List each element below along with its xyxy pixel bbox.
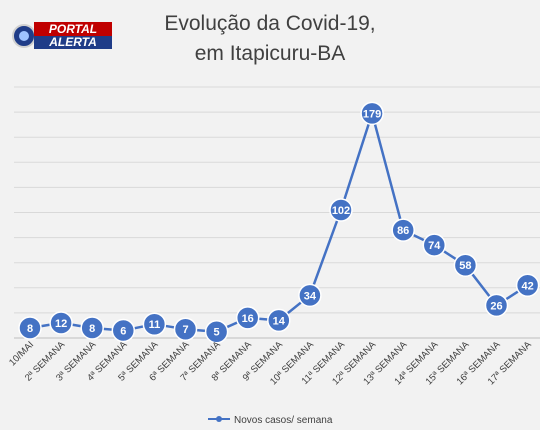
data-point	[329, 198, 353, 222]
data-point	[142, 312, 167, 336]
data-point	[515, 273, 540, 298]
series-line-layer	[29, 112, 529, 333]
data-point	[391, 218, 415, 242]
data-point	[422, 233, 447, 257]
portal-alerta-logo: PORTAL ALERTA	[12, 22, 112, 49]
data-label: 12	[55, 318, 67, 330]
data-label: 7	[182, 324, 188, 336]
data-label: 16	[242, 313, 254, 325]
data-point	[453, 253, 478, 277]
logo-line2: ALERTA	[48, 35, 97, 49]
logo-line1: PORTAL	[49, 22, 97, 36]
data-label: 42	[521, 280, 533, 292]
data-label: 26	[490, 300, 502, 312]
data-point	[360, 101, 384, 126]
x-tick-label: 10/MAI	[7, 339, 36, 368]
gridlines	[14, 86, 540, 339]
data-label: 34	[304, 290, 317, 302]
legend-marker-icon	[216, 416, 222, 422]
data-point	[235, 306, 260, 330]
chart-title: Evolução da Covid-19,	[164, 12, 375, 35]
data-point	[80, 316, 104, 340]
chart-subtitle: em Itapicuru-BA	[195, 42, 346, 65]
data-point	[173, 317, 198, 341]
data-label: 74	[428, 240, 441, 252]
data-point	[204, 319, 229, 344]
legend-series-label: Novos casos/ semana	[234, 415, 333, 426]
data-label: 179	[363, 108, 381, 120]
data-label: 6	[120, 325, 126, 337]
data-label: 8	[89, 323, 95, 335]
data-label: 58	[459, 260, 471, 272]
data-label: 5	[214, 327, 220, 339]
data-point	[111, 318, 136, 343]
data-label: 11	[149, 319, 161, 331]
data-point	[484, 293, 509, 318]
data-label: 14	[273, 315, 286, 327]
data-point	[298, 283, 322, 308]
legend: Novos casos/ semana	[208, 415, 333, 426]
data-point	[49, 311, 73, 335]
data-point	[267, 308, 291, 333]
data-label: 102	[332, 205, 350, 217]
data-label: 8	[27, 323, 33, 335]
data-point	[18, 316, 42, 340]
data-label: 86	[397, 225, 409, 237]
series-line	[29, 112, 529, 333]
